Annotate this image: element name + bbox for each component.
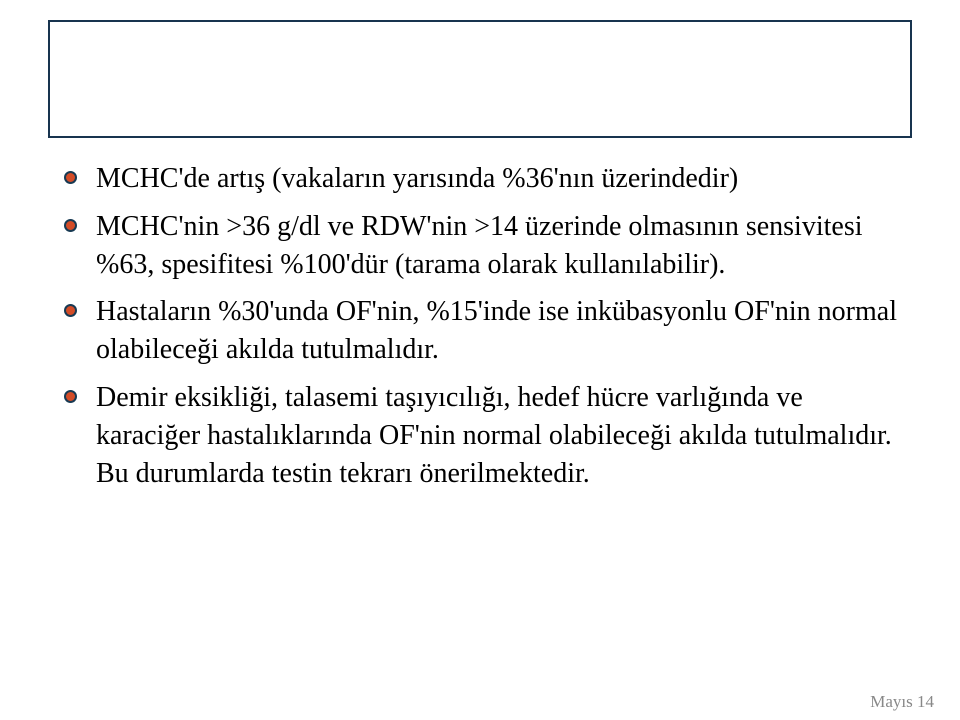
bullet-list: MCHC'de artış (vakaların yarısında %36'n…	[62, 160, 900, 492]
bullet-icon	[64, 304, 77, 317]
bullet-icon	[64, 390, 77, 403]
bullet-text: Hastaların %30'unda OF'nin, %15'inde ise…	[96, 296, 897, 365]
footer-date: Mayıs 14	[870, 692, 934, 712]
bullet-icon	[64, 171, 77, 184]
list-item: MCHC'nin >36 g/dl ve RDW'nin >14 üzerind…	[62, 208, 900, 284]
slide-content: MCHC'de artış (vakaların yarısında %36'n…	[62, 160, 900, 502]
list-item: MCHC'de artış (vakaların yarısında %36'n…	[62, 160, 900, 198]
slide: MCHC'de artış (vakaların yarısında %36'n…	[0, 0, 960, 720]
bullet-text: MCHC'nin >36 g/dl ve RDW'nin >14 üzerind…	[96, 211, 863, 280]
list-item: Hastaların %30'unda OF'nin, %15'inde ise…	[62, 293, 900, 369]
bullet-text: Demir eksikliği, talasemi taşıyıcılığı, …	[96, 382, 892, 489]
list-item: Demir eksikliği, talasemi taşıyıcılığı, …	[62, 379, 900, 492]
bullet-text: MCHC'de artış (vakaların yarısında %36'n…	[96, 163, 738, 194]
title-band	[48, 20, 912, 138]
bullet-icon	[64, 219, 77, 232]
